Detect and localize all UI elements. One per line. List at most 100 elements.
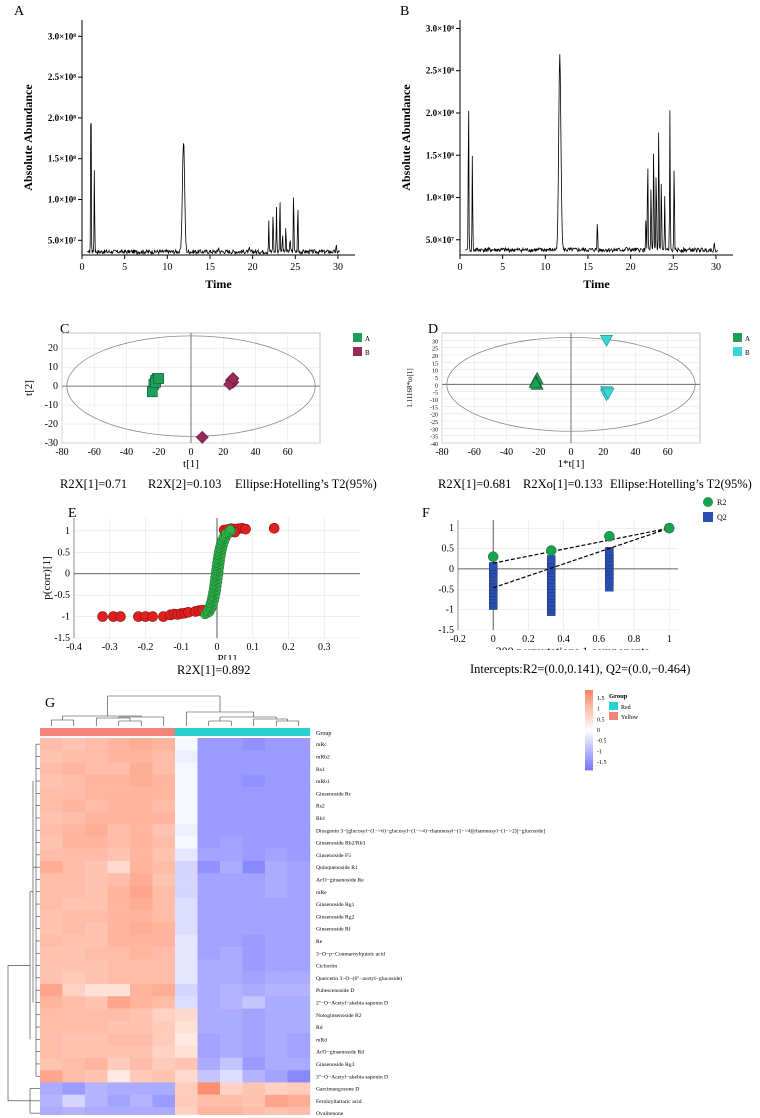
- heatmap-cell: [40, 799, 63, 812]
- heatmap-cell: [197, 750, 221, 763]
- heatmap-cell: [62, 984, 86, 997]
- x-tick-label: 0: [189, 447, 194, 458]
- x-axis-label: Time: [583, 277, 610, 291]
- heatmap-cell: [107, 1070, 131, 1083]
- heatmap-cell: [152, 1107, 176, 1115]
- heatmap-cell: [40, 947, 63, 960]
- heatmap-cell: [152, 910, 176, 923]
- heatmap-cell: [85, 774, 108, 788]
- heatmap-cell: [287, 1107, 311, 1115]
- heatmap-cell: [62, 873, 86, 886]
- heatmap-cell: [107, 799, 131, 812]
- color-scale-step: [585, 720, 593, 723]
- heatmap-cell: [62, 1107, 86, 1115]
- color-scale-step: [585, 758, 593, 761]
- heatmap-cell: [85, 787, 108, 800]
- legend-swatch-B: [733, 347, 742, 356]
- heatmap-cell: [287, 811, 311, 825]
- heatmap-cell: [197, 1045, 221, 1058]
- point-B: [601, 387, 615, 400]
- heatmap-cell: [287, 885, 311, 899]
- heatmap-cell: [130, 762, 153, 776]
- x-tick-label: 20: [248, 262, 258, 273]
- x-tick-label: -0.2: [450, 634, 466, 645]
- color-scale-step: [585, 766, 593, 769]
- x-tick-label: 0: [458, 262, 463, 273]
- heatmap-cell: [152, 1057, 176, 1071]
- point-B: [226, 372, 240, 385]
- y-tick-label: -1: [62, 612, 70, 623]
- heatmap-cell: [85, 1008, 108, 1022]
- group-bar-cell: [220, 728, 243, 736]
- heatmap-cell: [40, 848, 63, 862]
- heatmap-cell: [265, 1045, 288, 1058]
- heatmap-cell: [175, 873, 198, 886]
- heatmap-cell: [107, 1045, 131, 1058]
- group-bar-cell: [265, 728, 288, 736]
- color-scale-step: [585, 702, 593, 705]
- row-label: 3−O−p−Coumaroylquinic acid: [316, 951, 385, 957]
- heatmap-cell: [265, 824, 288, 837]
- panel-label-a: A: [14, 4, 25, 19]
- heatmap-cell: [265, 738, 288, 751]
- heatmap-cell: [85, 1045, 108, 1058]
- color-scale-step: [585, 760, 593, 763]
- caption-d-1: R2X[1]=0.681: [438, 477, 512, 491]
- heatmap-cell: [197, 762, 221, 776]
- group-bar-cell: [85, 728, 108, 736]
- heatmap-cell: [62, 774, 86, 788]
- row-label: Ginsenoside Rg3: [316, 1062, 355, 1068]
- row-label: Rs2: [316, 804, 325, 810]
- heatmap-cell: [130, 897, 153, 911]
- heatmap-cell: [130, 738, 153, 751]
- heatmap-cell: [287, 1057, 311, 1071]
- y-tick-label: 2.5×10⁸: [426, 66, 454, 76]
- color-scale-step: [585, 722, 593, 725]
- row-label: mRb1: [316, 779, 330, 785]
- heatmap-cell: [85, 1070, 108, 1083]
- pca-score-plot-c: -80 -60 -40 -20 0 20 40 60 -30 -20 -10 0 10 20 t[1] t[2…: [23, 332, 370, 470]
- color-scale-label: 0: [597, 728, 600, 734]
- y-tick-label: -35: [430, 435, 438, 441]
- y-tick-label: -10: [430, 398, 438, 404]
- heatmap-cell: [220, 1033, 243, 1046]
- y-axis-label: Absolute Abundance: [21, 84, 35, 191]
- heatmap-cell: [152, 1094, 176, 1108]
- x-tick-label: 15: [583, 262, 593, 273]
- heatmap-cell: [242, 836, 266, 849]
- heatmap-cell: [265, 762, 288, 776]
- heatmap-cell: [62, 824, 86, 837]
- row-dendrogram: [7, 743, 40, 1114]
- group-bar-cell: [107, 728, 131, 736]
- heatmap-cell: [152, 885, 176, 899]
- s-plot-point-green: [225, 524, 236, 535]
- heatmap-cell: [197, 873, 221, 886]
- caption-d-2: R2Xo[1]=0.133: [523, 477, 603, 491]
- heatmap-cell: [130, 774, 153, 788]
- x-tick-label: -40: [120, 447, 133, 458]
- x-tick-label: 40: [631, 447, 641, 458]
- heatmap-cell: [242, 738, 266, 751]
- heatmap-cell: [287, 1020, 311, 1034]
- hotelling-ellipse: [66, 335, 316, 437]
- heatmap-cell: [197, 774, 221, 788]
- heatmap-cell: [175, 959, 198, 972]
- group-row-label: Group: [316, 731, 331, 737]
- heatmap-cell: [152, 934, 176, 948]
- heatmap-cell: [85, 922, 108, 935]
- legend-swatch-q2: [703, 512, 713, 522]
- hotelling-ellipse: [446, 336, 696, 432]
- legend-label-A: A: [745, 335, 750, 343]
- heatmap-cell: [130, 1094, 153, 1108]
- heatmap-cell: [152, 1033, 176, 1046]
- heatmap-cell: [107, 750, 131, 763]
- row-label: Rs1: [316, 767, 325, 773]
- heatmap-cell: [175, 897, 198, 911]
- heatmap-cell: [107, 922, 131, 935]
- legend-label-r2: R2: [717, 498, 726, 507]
- legend-title: Group: [609, 693, 628, 700]
- heatmap-cell: [220, 1057, 243, 1071]
- heatmap-cell: [287, 738, 311, 751]
- q2-point: [488, 562, 498, 571]
- heatmap-cell: [40, 873, 63, 886]
